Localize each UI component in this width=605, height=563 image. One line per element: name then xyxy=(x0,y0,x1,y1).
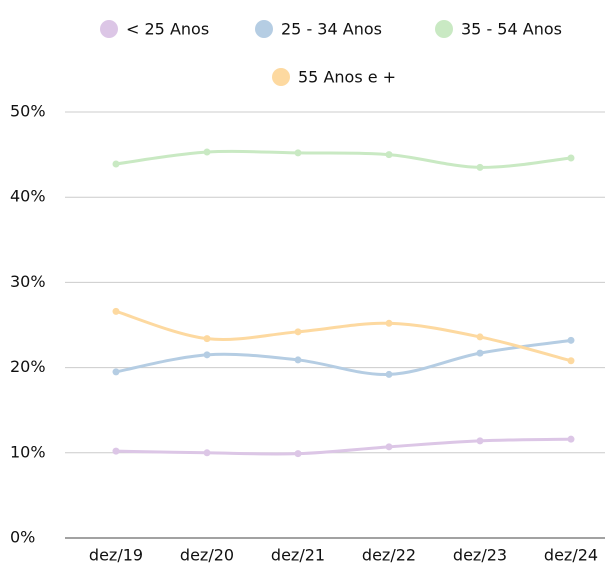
series-line xyxy=(115,437,572,456)
data-point xyxy=(112,160,120,168)
data-point xyxy=(385,370,393,378)
x-tick-label: dez/20 xyxy=(180,546,234,563)
data-point xyxy=(385,151,393,159)
legend-marker xyxy=(272,68,290,86)
y-tick-label: 10% xyxy=(10,442,46,461)
data-point xyxy=(112,447,120,455)
data-point xyxy=(385,319,393,327)
legend-marker xyxy=(255,20,273,38)
series-line xyxy=(115,309,572,363)
data-point xyxy=(203,351,211,359)
y-tick-label: 30% xyxy=(10,272,46,291)
legend-marker xyxy=(435,20,453,38)
y-tick-label: 20% xyxy=(10,357,46,376)
series-line xyxy=(115,338,572,376)
legend-label: 55 Anos e + xyxy=(298,68,396,87)
data-point xyxy=(567,357,575,365)
data-point xyxy=(476,349,484,357)
data-point xyxy=(112,368,120,376)
y-tick-label: 40% xyxy=(10,187,46,206)
series-line xyxy=(115,149,572,169)
data-point xyxy=(476,437,484,445)
data-point xyxy=(567,154,575,162)
y-tick-label: 0% xyxy=(10,528,35,547)
legend-label: 35 - 54 Anos xyxy=(461,20,562,39)
x-tick-label: dez/19 xyxy=(89,546,143,563)
legend-label: 25 - 34 Anos xyxy=(281,20,382,39)
data-point xyxy=(294,328,302,336)
legend-label: < 25 Anos xyxy=(126,20,209,39)
x-tick-label: dez/24 xyxy=(544,546,598,563)
x-tick-label: dez/21 xyxy=(271,546,325,563)
data-point xyxy=(385,443,393,451)
data-point xyxy=(476,333,484,341)
data-point xyxy=(203,335,211,343)
data-point xyxy=(203,449,211,457)
data-point xyxy=(203,148,211,156)
data-point xyxy=(294,356,302,364)
data-point xyxy=(294,450,302,458)
y-tick-label: 50% xyxy=(10,102,46,121)
x-tick-label: dez/23 xyxy=(453,546,507,563)
data-point xyxy=(112,307,120,315)
data-point xyxy=(567,435,575,443)
data-point xyxy=(294,149,302,157)
data-point xyxy=(476,163,484,171)
x-tick-label: dez/22 xyxy=(362,546,416,563)
legend-marker xyxy=(100,20,118,38)
data-point xyxy=(567,336,575,344)
